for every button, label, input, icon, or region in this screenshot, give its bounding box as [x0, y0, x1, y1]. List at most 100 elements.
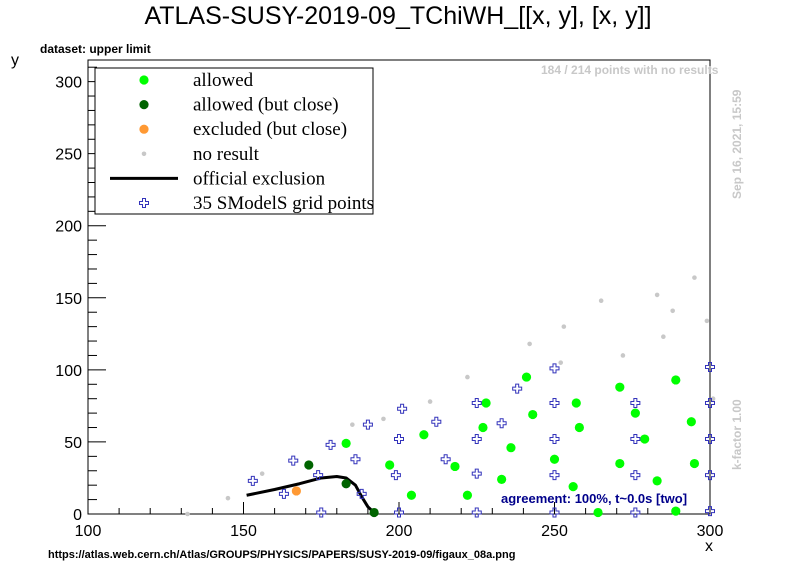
allowed-point	[689, 458, 700, 469]
allowed-point	[593, 507, 603, 518]
source-url: https://atlas.web.cern.ch/Atlas/GROUPS/P…	[48, 549, 516, 561]
grid-point-marker	[431, 416, 442, 427]
legend-label-official: official exclusion	[193, 168, 326, 189]
grid-point-marker	[549, 507, 560, 518]
no-result-point	[620, 353, 626, 358]
grid-point-marker	[350, 454, 361, 465]
grid-point-marker	[496, 418, 507, 429]
grid-point-marker	[356, 488, 367, 499]
no-result-point	[598, 298, 604, 303]
y-tick-label: 300	[55, 75, 82, 92]
no-result-point	[350, 422, 355, 427]
no-result-point	[225, 495, 231, 501]
grid-point-marker	[390, 470, 401, 481]
dataset-label: dataset: upper limit	[40, 42, 151, 56]
allowed-close-point	[304, 460, 314, 470]
y-tick-label: 100	[55, 363, 82, 380]
legend-box	[94, 67, 374, 215]
no-result-point	[561, 324, 567, 329]
no-result-point	[427, 399, 433, 404]
x-axis-label: x	[705, 538, 713, 555]
x-tick-label: 250	[541, 523, 568, 540]
allowed-point	[450, 461, 460, 472]
grid-point-marker	[362, 419, 373, 430]
allowed-close-point	[369, 507, 379, 518]
legend-label-allowed: allowed	[193, 70, 254, 91]
legend-marker-excluded-close	[139, 124, 149, 134]
no-result-point	[692, 275, 697, 280]
no-result-count: 184 / 214 points with no results	[541, 63, 719, 77]
y-tick-label: 0	[73, 507, 82, 524]
agreement-label: agreement: 100%, t~0.0s [two]	[501, 491, 688, 506]
legend-label-no-result: no result	[193, 144, 260, 165]
allowed-point	[481, 398, 491, 408]
grid-point-marker	[705, 361, 715, 372]
allowed-point	[640, 434, 650, 444]
grid-point-marker	[247, 475, 258, 486]
allowed-point	[549, 454, 560, 464]
allowed-close-point	[341, 479, 351, 489]
legend-marker-allowed-close	[139, 100, 149, 110]
y-tick-label: 200	[55, 219, 82, 236]
no-result-point	[527, 341, 532, 347]
allowed-point	[686, 417, 696, 427]
allowed-point	[671, 375, 681, 385]
allowed-point	[571, 398, 581, 408]
grid-point-marker	[630, 507, 641, 518]
legend-marker-no-result	[141, 151, 147, 157]
grid-point-marker	[705, 506, 715, 517]
allowed-point	[521, 372, 532, 382]
no-result-point	[670, 308, 675, 314]
no-result-point	[185, 511, 190, 517]
y-tick-label: 50	[64, 435, 82, 452]
grid-point-marker	[512, 383, 523, 394]
allowed-point	[406, 490, 417, 500]
allowed-point	[630, 408, 640, 418]
allowed-point	[385, 460, 395, 470]
x-tick-label: 100	[75, 523, 102, 540]
grid-point-marker	[288, 455, 299, 466]
grid-point-marker	[549, 398, 560, 409]
grid-point-marker	[705, 470, 715, 481]
legend-label-grid-points: 35 SModelS grid points	[193, 193, 374, 214]
allowed-point	[528, 409, 538, 420]
allowed-point	[462, 490, 473, 500]
no-result-point	[465, 374, 470, 380]
grid-point-marker	[397, 403, 408, 414]
no-result-point	[704, 318, 710, 324]
allowed-point	[615, 382, 625, 392]
chart-title: ATLAS-SUSY-2019-09_TChiWH_[[x, y], [x, y…	[144, 2, 652, 30]
allowed-point	[478, 422, 488, 433]
grid-point-marker	[325, 439, 336, 450]
no-result-point	[558, 360, 564, 365]
no-result-point	[381, 416, 386, 422]
grid-point-marker	[278, 488, 289, 499]
no-result-point	[661, 334, 666, 340]
grid-point-marker	[394, 434, 404, 445]
legend-marker-allowed	[139, 75, 149, 85]
x-tick-label: 300	[697, 523, 724, 540]
grid-point-marker	[471, 507, 482, 518]
y-tick-label: 150	[55, 291, 82, 308]
allowed-point	[419, 430, 429, 440]
grid-point-marker	[705, 398, 715, 409]
legend-marker-grid-points	[139, 198, 149, 208]
allowed-point	[652, 476, 662, 486]
x-tick-label: 150	[230, 523, 257, 540]
grid-point-marker	[394, 507, 404, 518]
grid-point-marker	[471, 398, 482, 409]
grid-point-marker	[471, 468, 482, 479]
grid-point-marker	[630, 470, 641, 481]
date-label: Sep 16, 2021, 15:59	[730, 89, 744, 199]
grid-point-marker	[471, 434, 482, 445]
y-axis-label: y	[11, 52, 19, 69]
grid-point-marker	[630, 398, 641, 409]
grid-point-marker	[549, 434, 560, 445]
grid-point-marker	[549, 363, 560, 374]
grid-point-marker	[549, 470, 560, 481]
grid-point-marker	[313, 470, 324, 481]
official-exclusion-line	[246, 475, 376, 514]
allowed-point	[568, 482, 578, 492]
excluded-close-point	[291, 486, 301, 496]
grid-point-marker	[440, 454, 451, 465]
